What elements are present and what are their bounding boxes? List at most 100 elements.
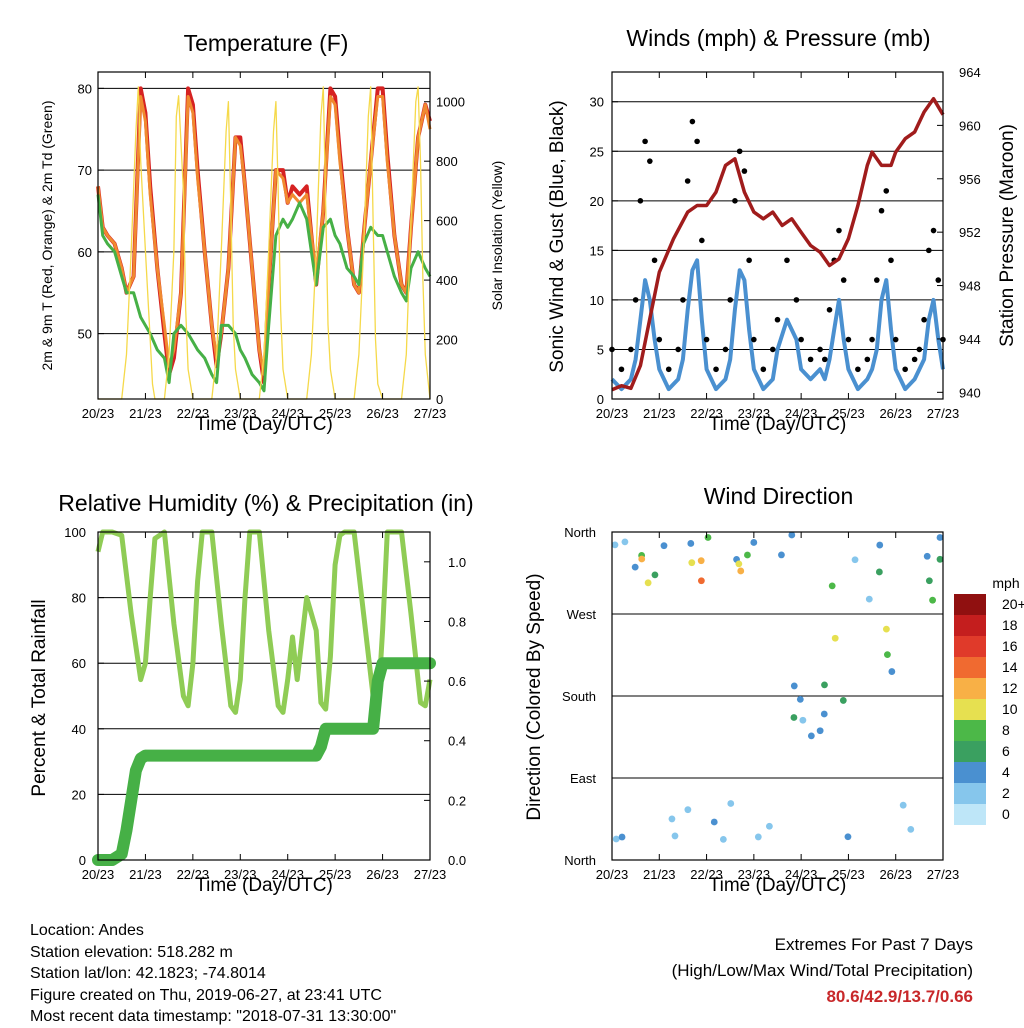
direction-point	[923, 552, 931, 560]
series-line-wind-speed	[610, 258, 945, 392]
y-tick-label: 50	[78, 327, 92, 342]
direction-point	[839, 697, 847, 704]
gust-point	[741, 168, 748, 174]
y2-tick-label: 956	[959, 172, 981, 187]
legend-label: 2	[1002, 785, 1010, 801]
y2-tick-label: 1000	[436, 95, 465, 110]
direction-point	[638, 555, 646, 563]
direction-point	[644, 579, 652, 587]
legend-label: 20+	[1002, 596, 1024, 612]
y-tick-label: 40	[72, 722, 86, 737]
direction-point	[790, 682, 798, 690]
x-tick-label: 20/23	[82, 867, 115, 882]
wind-direction-chart: North East South West North Time (Day/UTC) 20/…	[524, 483, 1024, 896]
y-tick-label: 0	[79, 853, 86, 868]
legend-swatch	[954, 678, 986, 699]
x-tick-label: 26/23	[366, 867, 399, 882]
y2-tick-label: 0.8	[448, 614, 466, 629]
humidity-precip-chart: 0 20 40 60 80 100 0.0 0.2 0.4 0.6 0.8 1.0 Time (Day/…	[29, 490, 474, 896]
direction-point	[884, 651, 891, 659]
direction-point	[796, 695, 804, 703]
legend-swatch	[954, 720, 986, 741]
chart-title: Relative Humidity (%) & Precipitation (i…	[58, 490, 473, 516]
gust-point	[798, 336, 804, 343]
y-tick-label: 20	[590, 194, 604, 209]
figure-created: Figure created on Thu, 2019-06-27, at 23…	[30, 986, 382, 1004]
direction-point	[737, 567, 745, 575]
gust-point	[647, 158, 653, 164]
y2-tick-label: 0.4	[448, 734, 466, 749]
y-tick-label: North	[564, 853, 596, 868]
chart-title: Temperature (F)	[184, 30, 349, 56]
direction-point	[925, 577, 933, 585]
gust-point	[675, 346, 681, 353]
y-tick-label: 100	[64, 525, 86, 540]
direction-point	[888, 668, 896, 675]
y-tick-label: 15	[590, 243, 604, 258]
y2-tick-label: 0.0	[448, 853, 466, 868]
gust-point	[826, 307, 833, 313]
gust-point	[878, 207, 885, 214]
legend-label: 10	[1002, 701, 1018, 717]
direction-point	[687, 540, 695, 547]
x-axis-title: Time (Day/UTC)	[195, 414, 333, 435]
gust-point	[930, 227, 937, 234]
y-tick-label: 10	[590, 293, 604, 308]
gust-point	[916, 346, 923, 353]
x-tick-label: 20/23	[596, 867, 629, 882]
legend-swatch	[954, 804, 986, 825]
direction-point	[660, 542, 668, 550]
series-line-rainfall	[92, 657, 436, 866]
direction-point	[875, 568, 883, 576]
x-tick-label: 21/23	[129, 406, 162, 421]
legend-swatch	[954, 762, 986, 783]
chart-title: Winds (mph) & Pressure (mb)	[626, 25, 930, 51]
gust-point	[760, 366, 767, 373]
gust-point	[665, 366, 672, 373]
x-tick-label: 24/23	[785, 406, 818, 421]
gust-point	[888, 257, 894, 264]
x-tick-label: 25/23	[319, 867, 352, 882]
direction-point	[936, 534, 944, 541]
station-info: Location: Andes Station elevation: 518.2…	[30, 920, 510, 1028]
gust-point	[845, 336, 852, 343]
gust-point	[628, 346, 634, 353]
direction-point	[907, 825, 915, 833]
legend-swatch	[954, 741, 986, 762]
x-tick-label: 27/23	[927, 867, 960, 882]
direction-point	[631, 563, 639, 571]
x-tick-label: 25/23	[832, 406, 865, 421]
gust-point	[807, 356, 814, 363]
gust-point	[736, 148, 743, 155]
x-tick-label: 26/23	[366, 406, 399, 421]
direction-point	[697, 557, 705, 565]
direction-point	[651, 571, 659, 579]
y-axis-title: 2m & 9m T (Red, Orange) & 2m Td (Green)	[39, 101, 55, 371]
y2-tick-label: 952	[959, 225, 981, 240]
gust-point	[784, 257, 790, 264]
gust-point	[699, 237, 705, 244]
x-tick-label: 22/23	[690, 867, 723, 882]
extremes-values: 80.6/42.9/13.7/0.66	[826, 987, 973, 1006]
gust-point	[769, 346, 776, 353]
y-tick-label: 60	[72, 656, 86, 671]
legend-label: 6	[1002, 743, 1010, 759]
station-elevation: Station elevation: 518.282 m	[30, 943, 233, 961]
y-tick-label: 25	[590, 144, 604, 159]
plot-frame	[97, 531, 431, 861]
x-tick-label: 22/23	[177, 406, 210, 421]
direction-point	[684, 806, 692, 814]
legend-swatch	[954, 783, 986, 804]
direction-point	[744, 551, 751, 559]
direction-point	[754, 833, 762, 841]
series-line-2m-td	[96, 194, 432, 393]
direction-point	[611, 541, 619, 549]
direction-point	[688, 559, 696, 567]
x-tick-label: 24/23	[271, 867, 304, 882]
y-tick-label: 80	[78, 81, 92, 96]
x-tick-label: 25/23	[319, 406, 352, 421]
direction-point	[735, 560, 743, 568]
direction-point	[788, 531, 796, 539]
gust-point	[713, 366, 719, 373]
